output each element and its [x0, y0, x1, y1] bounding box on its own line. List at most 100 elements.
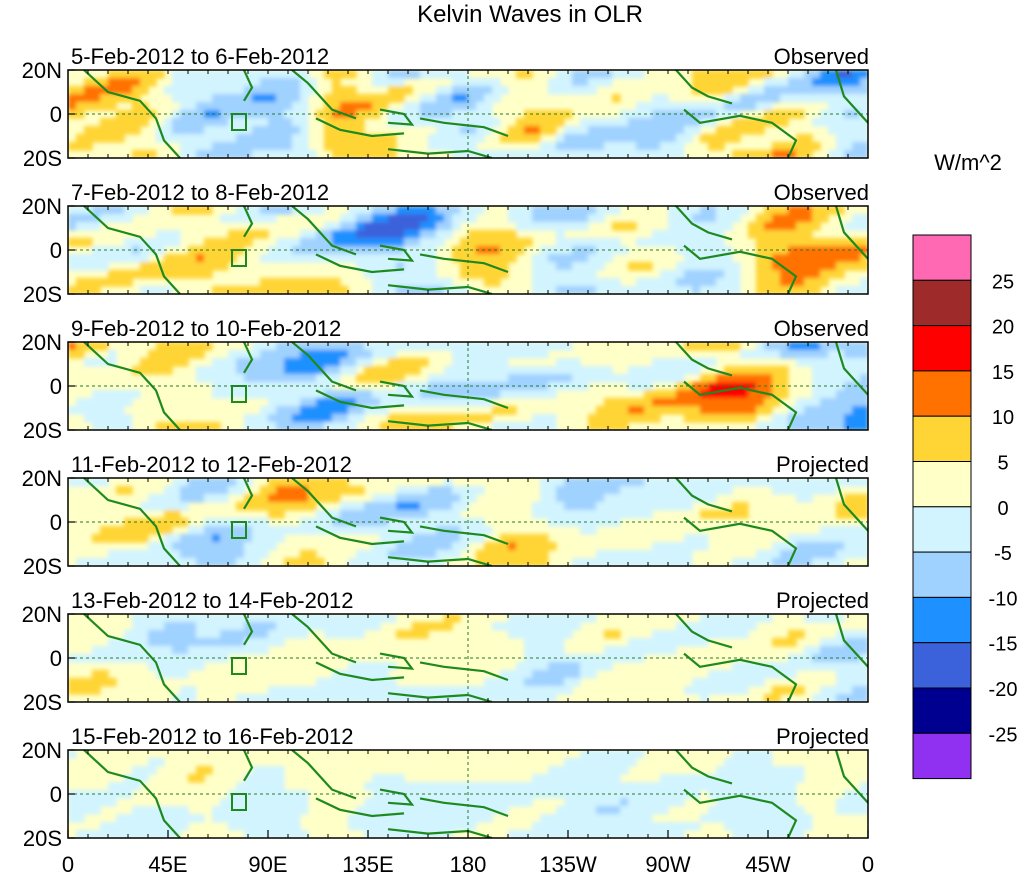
olr-cell: [492, 94, 501, 103]
olr-cell: [100, 78, 109, 87]
olr-cell: [332, 478, 341, 487]
olr-cell: [660, 502, 669, 511]
y-tick-label: 0: [50, 782, 62, 807]
olr-cell: [308, 254, 317, 263]
olr-cell: [188, 262, 197, 271]
olr-cell: [292, 414, 301, 423]
olr-cell: [196, 814, 205, 823]
olr-cell: [652, 494, 661, 503]
olr-cell: [628, 750, 637, 759]
olr-cell: [324, 142, 333, 151]
olr-cell: [276, 286, 285, 294]
olr-cell: [828, 614, 837, 623]
olr-cell: [460, 126, 469, 135]
olr-cell: [412, 830, 421, 838]
olr-cell: [572, 678, 581, 687]
olr-cell: [724, 390, 733, 399]
olr-cell: [164, 486, 173, 495]
olr-cell: [596, 494, 605, 503]
olr-cell: [732, 406, 741, 415]
olr-cell: [132, 630, 141, 639]
coastline: [675, 342, 733, 377]
olr-cell: [396, 630, 405, 639]
olr-cell: [276, 358, 285, 367]
olr-cell: [212, 542, 221, 551]
olr-cell: [268, 414, 277, 423]
olr-cell: [268, 286, 277, 294]
olr-cell: [828, 342, 837, 351]
olr-cell: [156, 542, 165, 551]
olr-cell: [700, 638, 709, 647]
olr-cell: [332, 374, 341, 383]
olr-cell: [468, 798, 477, 807]
olr-cell: [836, 478, 845, 487]
olr-cell: [636, 414, 645, 423]
olr-cell: [764, 366, 773, 375]
olr-cell: [84, 134, 93, 143]
olr-cell: [420, 622, 429, 631]
olr-cell: [364, 526, 373, 535]
olr-cell: [212, 526, 221, 535]
olr-cell: [756, 422, 765, 430]
olr-cell: [428, 622, 437, 631]
olr-cell: [268, 70, 277, 79]
olr-cell: [236, 134, 245, 143]
olr-cell: [244, 102, 253, 111]
olr-cell: [276, 278, 285, 287]
olr-cell: [812, 78, 821, 87]
olr-cell: [172, 262, 181, 271]
olr-cell: [596, 510, 605, 519]
olr-cell: [92, 406, 101, 415]
olr-cell: [108, 638, 117, 647]
olr-cell: [116, 654, 125, 663]
olr-cell: [516, 782, 525, 791]
olr-cell: [780, 550, 789, 559]
olr-cell: [620, 814, 629, 823]
olr-cell: [236, 214, 245, 223]
olr-cell: [260, 78, 269, 87]
olr-cell: [612, 782, 621, 791]
olr-cell: [372, 254, 381, 263]
x-tick-label: 0: [62, 852, 74, 877]
olr-cell: [692, 262, 701, 271]
olr-cell: [628, 558, 637, 566]
olr-cell: [788, 478, 797, 487]
olr-cell: [228, 358, 237, 367]
olr-cell: [732, 478, 741, 487]
olr-cell: [596, 254, 605, 263]
olr-cell: [252, 102, 261, 111]
olr-cell: [612, 238, 621, 247]
olr-cell: [596, 406, 605, 415]
olr-cell: [612, 398, 621, 407]
olr-cell: [76, 478, 85, 487]
olr-cell: [436, 814, 445, 823]
coastline: [387, 148, 493, 158]
olr-cell: [668, 286, 677, 294]
olr-cell: [756, 678, 765, 687]
olr-cell: [92, 390, 101, 399]
olr-cell: [356, 526, 365, 535]
olr-cell: [524, 646, 533, 655]
olr-cell: [164, 670, 173, 679]
olr-cell: [860, 694, 868, 702]
olr-cell: [596, 806, 605, 815]
olr-cell: [244, 782, 253, 791]
olr-cell: [412, 214, 421, 223]
olr-cell: [412, 542, 421, 551]
olr-cell: [212, 518, 221, 527]
olr-cell: [588, 126, 597, 135]
olr-cell: [508, 366, 517, 375]
olr-cell: [620, 286, 629, 294]
olr-cell: [260, 542, 269, 551]
olr-cell: [860, 790, 868, 799]
olr-cell: [548, 646, 557, 655]
olr-cell: [492, 550, 501, 559]
olr-cell: [732, 398, 741, 407]
olr-cell: [68, 238, 77, 247]
olr-cell: [196, 630, 205, 639]
olr-cell: [348, 614, 357, 623]
olr-cell: [164, 526, 173, 535]
olr-cell: [500, 342, 509, 351]
olr-cell: [348, 142, 357, 151]
olr-cell: [532, 502, 541, 511]
